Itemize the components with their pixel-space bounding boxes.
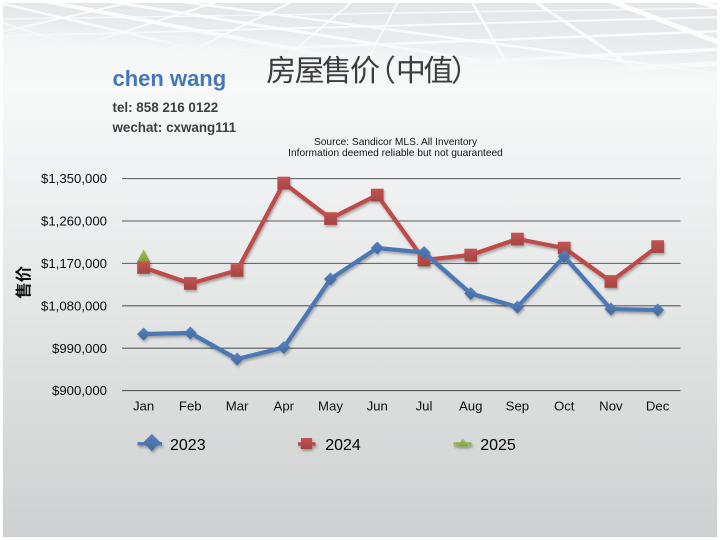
svg-text:Dec: Dec	[646, 399, 670, 414]
svg-text:Jul: Jul	[416, 399, 433, 414]
svg-text:$1,260,000: $1,260,000	[41, 214, 107, 229]
svg-text:$1,170,000: $1,170,000	[41, 256, 107, 271]
svg-text:Jan: Jan	[133, 399, 154, 414]
svg-text:$1,350,000: $1,350,000	[41, 171, 107, 186]
svg-text:May: May	[318, 399, 343, 414]
svg-text:Nov: Nov	[599, 399, 623, 414]
svg-text:$1,080,000: $1,080,000	[41, 298, 107, 313]
svg-text:Jun: Jun	[367, 399, 388, 414]
svg-text:2025: 2025	[480, 437, 516, 454]
svg-text:2024: 2024	[325, 437, 361, 454]
svg-text:$990,000: $990,000	[52, 341, 107, 356]
svg-text:Apr: Apr	[274, 399, 295, 414]
svg-text:Mar: Mar	[226, 399, 249, 414]
svg-text:Oct: Oct	[554, 399, 575, 414]
svg-text:$900,000: $900,000	[52, 383, 107, 398]
svg-text:Feb: Feb	[179, 399, 202, 414]
svg-text:Aug: Aug	[459, 399, 482, 414]
svg-text:Sep: Sep	[506, 399, 529, 414]
svg-text:2023: 2023	[170, 437, 206, 454]
